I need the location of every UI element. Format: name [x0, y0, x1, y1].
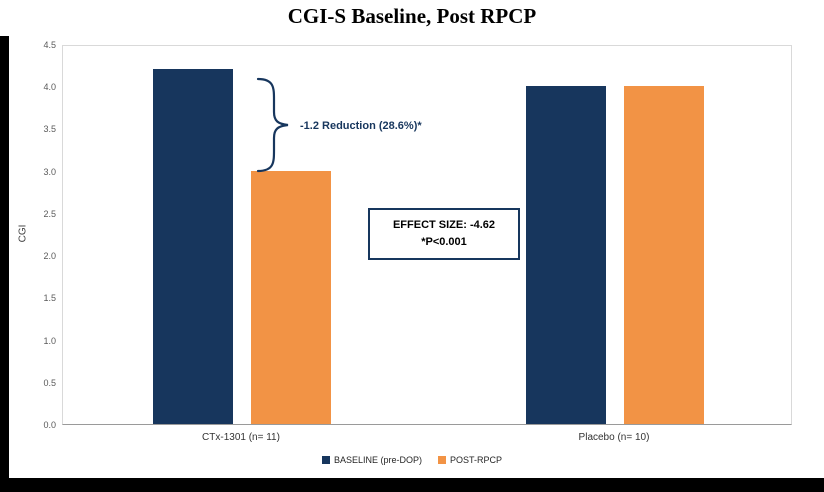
chart-title: CGI-S Baseline, Post RPCP — [287, 4, 537, 28]
legend-item: POST-RPCP — [438, 455, 502, 465]
frame-bottom-border — [0, 478, 824, 492]
legend-item: BASELINE (pre-DOP) — [321, 455, 422, 465]
reduction-annotation: -1.2 Reduction (28.6%)* — [300, 120, 422, 132]
y-tick-label: 1.0 — [43, 336, 56, 346]
effect-size-box: EFFECT SIZE: -4.62 *P<0.001 — [368, 208, 520, 261]
y-tick-label: 3.5 — [43, 124, 56, 134]
x-category-label: CTx-1301 (n= 11) — [202, 432, 280, 443]
effect-size-line1: EFFECT SIZE: -4.62 — [392, 219, 496, 231]
y-tick-label: 2.0 — [43, 251, 56, 261]
y-tick-label: 3.0 — [43, 167, 56, 177]
y-tick-label: 2.5 — [43, 209, 56, 219]
legend-label: BASELINE (pre-DOP) — [333, 455, 422, 465]
effect-size-line2: *P<0.001 — [421, 236, 467, 249]
chart-legend: BASELINE (pre-DOP) POST-RPCP — [0, 455, 824, 465]
legend-swatch-icon — [321, 456, 330, 464]
bar-post-rpcp-placebo — [624, 86, 704, 424]
y-tick-label: 4.0 — [43, 82, 56, 92]
bar-post-rpcp-ctx1301 — [251, 171, 331, 424]
y-axis-title: CGI — [17, 224, 29, 243]
frame-left-border — [0, 36, 9, 492]
y-tick-label: 4.5 — [43, 40, 56, 50]
y-tick-label: 0.0 — [43, 420, 56, 430]
bar-baseline-ctx1301 — [153, 69, 233, 424]
legend-label: POST-RPCP — [450, 455, 503, 465]
y-axis-tick-labels: 4.5 4.0 3.5 3.0 2.5 2.0 1.5 1.0 0.5 0.0 — [30, 40, 56, 430]
y-tick-label: 1.5 — [43, 293, 56, 303]
legend-swatch-icon — [438, 456, 446, 464]
x-category-label: Placebo (n= 10) — [578, 432, 650, 443]
bar-baseline-placebo — [526, 86, 606, 424]
curly-brace-annotation — [256, 77, 289, 173]
y-tick-label: 0.5 — [43, 378, 56, 388]
